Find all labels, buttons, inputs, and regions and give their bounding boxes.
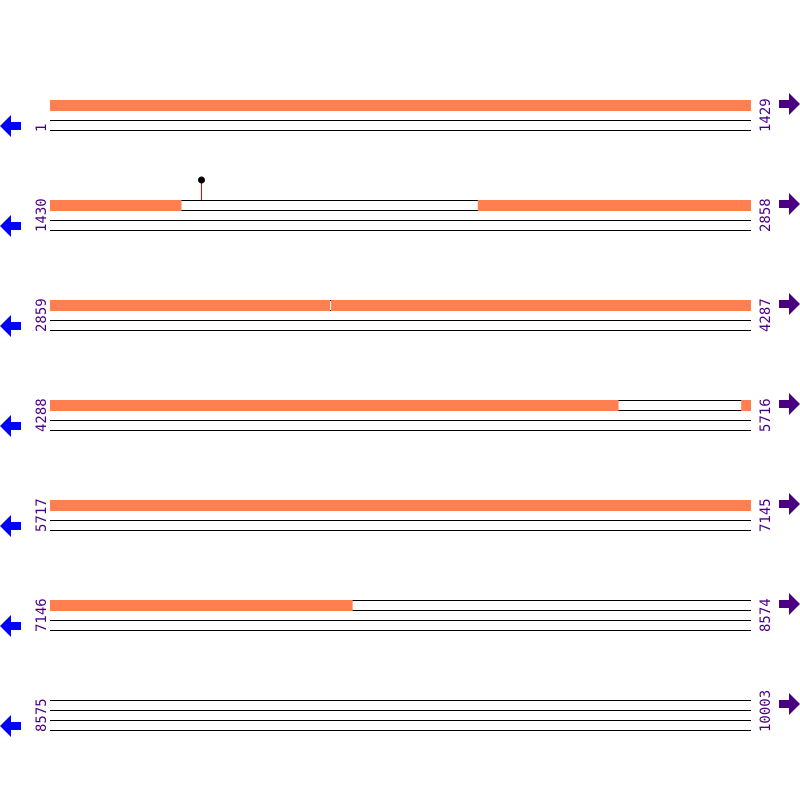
right-arrow-icon [779,393,800,415]
start-position-label: 1430 [34,198,50,232]
feature-bar [331,300,751,311]
left-arrow-icon [0,215,21,237]
feature-bar [477,200,751,211]
right-arrow-icon [779,493,800,515]
left-arrow-icon [0,715,21,737]
end-position-label: 7145 [758,498,774,532]
start-position-label: 5717 [34,498,50,532]
sequence-row: 5717 7145 [0,493,800,537]
sequence-row: 7146 8574 [0,593,800,637]
sequence-row: 1 1429 [0,93,800,137]
feature-bar [50,100,751,111]
feature-bar [50,600,353,611]
end-position-label: 5716 [758,398,774,432]
right-arrow-icon [779,193,800,215]
sequence-row: 4288 5716 [0,393,800,437]
right-arrow-icon [779,693,800,715]
left-arrow-icon [0,315,21,337]
start-position-label: 8575 [34,698,50,732]
left-arrow-icon [0,515,21,537]
feature-bar [741,400,751,411]
end-position-label: 4287 [758,298,774,332]
start-position-label: 2859 [34,298,50,332]
start-position-label: 1 [34,124,50,132]
feature-bar [50,500,751,511]
feature-bar [50,200,182,211]
end-position-label: 8574 [758,598,774,632]
left-arrow-icon [0,615,21,637]
sequence-row: 1430 2858 [0,176,800,237]
end-position-label: 10003 [758,690,774,732]
right-arrow-icon [779,93,800,115]
feature-bar [50,400,619,411]
right-arrow-icon [779,293,800,315]
end-position-label: 1429 [758,98,774,132]
sequence-row: 8575 10003 [0,690,800,737]
start-position-label: 4288 [34,398,50,432]
sequence-row: 2859 4287 [0,293,800,337]
left-arrow-icon [0,115,21,137]
right-arrow-icon [779,593,800,615]
end-position-label: 2858 [758,198,774,232]
marker-dot-icon [198,176,205,184]
feature-bar [50,300,331,311]
start-position-label: 7146 [34,598,50,632]
left-arrow-icon [0,415,21,437]
